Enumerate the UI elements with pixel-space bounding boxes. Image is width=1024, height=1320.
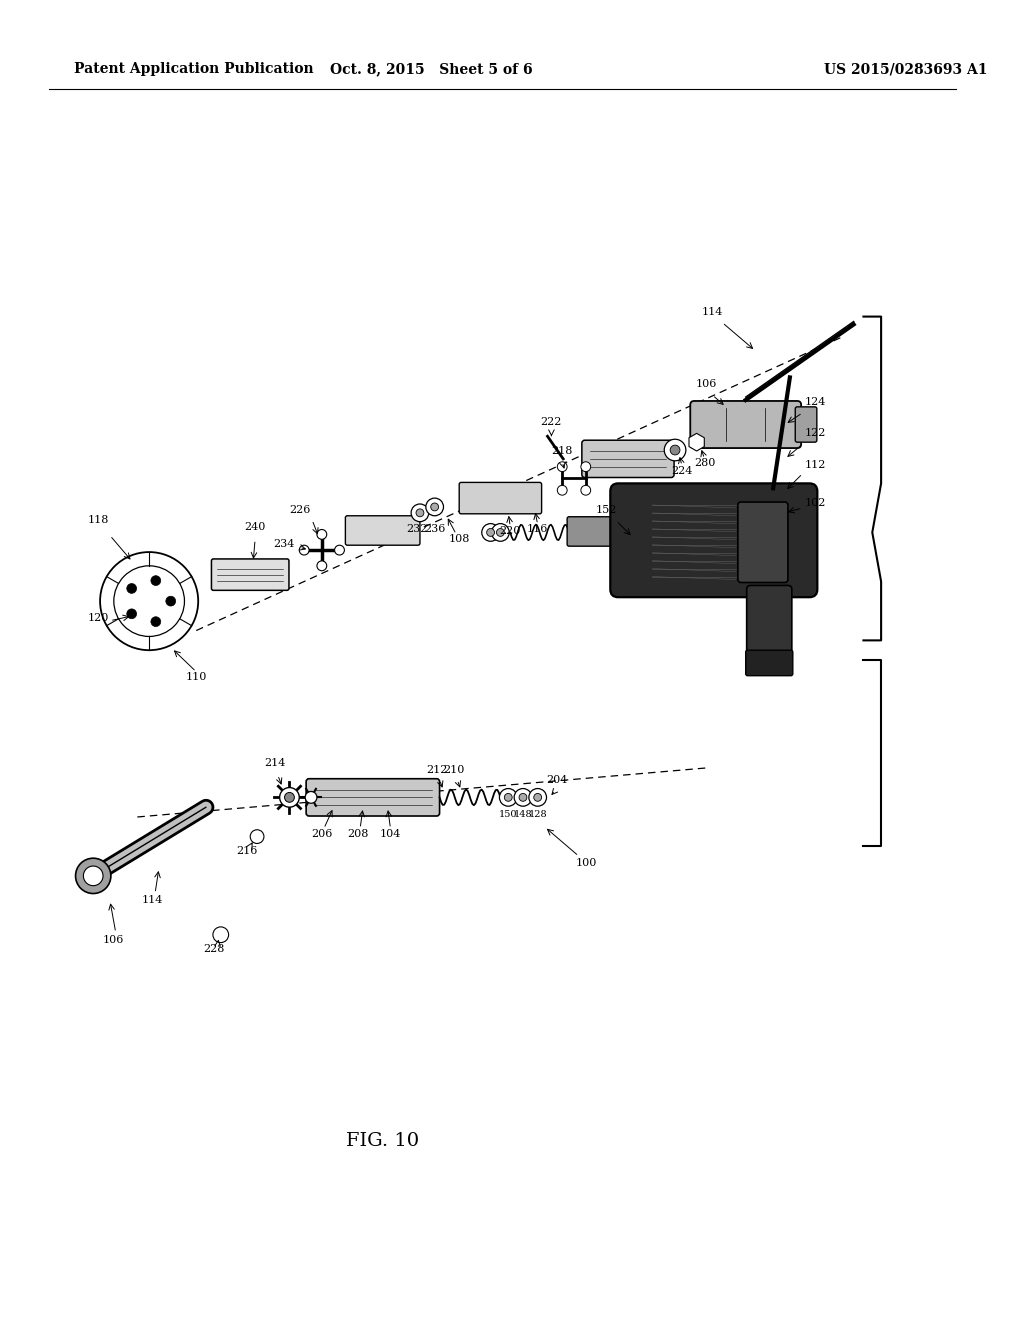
Text: 220: 220 — [500, 527, 521, 536]
Text: 108: 108 — [449, 535, 470, 544]
Circle shape — [151, 576, 161, 586]
Text: 116: 116 — [527, 524, 549, 535]
FancyBboxPatch shape — [582, 440, 674, 478]
FancyBboxPatch shape — [745, 651, 793, 676]
Text: 214: 214 — [264, 758, 286, 768]
Text: 224: 224 — [672, 466, 692, 475]
Circle shape — [670, 445, 680, 455]
Text: 228: 228 — [203, 944, 224, 954]
Text: Oct. 8, 2015   Sheet 5 of 6: Oct. 8, 2015 Sheet 5 of 6 — [331, 62, 534, 77]
Circle shape — [83, 866, 103, 886]
FancyBboxPatch shape — [610, 483, 817, 597]
Text: 210: 210 — [443, 764, 465, 775]
Circle shape — [665, 440, 686, 461]
Text: 150: 150 — [499, 810, 517, 818]
Circle shape — [76, 858, 111, 894]
Text: 208: 208 — [347, 829, 369, 838]
FancyBboxPatch shape — [746, 586, 792, 661]
Circle shape — [557, 462, 567, 471]
Circle shape — [497, 528, 505, 536]
Text: 234: 234 — [273, 539, 294, 549]
Text: 128: 128 — [528, 810, 547, 818]
Text: 222: 222 — [541, 417, 562, 426]
Text: 110: 110 — [185, 672, 207, 681]
Text: 204: 204 — [547, 775, 568, 784]
FancyBboxPatch shape — [345, 516, 420, 545]
Circle shape — [492, 524, 509, 541]
Text: 152: 152 — [596, 504, 617, 515]
Circle shape — [411, 504, 429, 521]
Text: 104: 104 — [380, 829, 401, 838]
Circle shape — [299, 545, 309, 554]
Text: US 2015/0283693 A1: US 2015/0283693 A1 — [824, 62, 988, 77]
Text: 212: 212 — [426, 764, 447, 775]
Circle shape — [305, 792, 316, 804]
FancyBboxPatch shape — [796, 407, 817, 442]
Circle shape — [280, 788, 299, 807]
Circle shape — [514, 788, 531, 807]
FancyBboxPatch shape — [690, 401, 801, 447]
Circle shape — [486, 528, 495, 536]
Circle shape — [416, 510, 424, 516]
Circle shape — [213, 927, 228, 942]
Text: 240: 240 — [245, 523, 266, 532]
Text: 280: 280 — [694, 458, 715, 467]
Circle shape — [519, 793, 527, 801]
Circle shape — [316, 529, 327, 540]
Text: 206: 206 — [311, 829, 333, 838]
FancyBboxPatch shape — [211, 558, 289, 590]
Circle shape — [335, 545, 344, 554]
Text: 232: 232 — [407, 524, 428, 535]
Text: 114: 114 — [701, 306, 723, 317]
FancyBboxPatch shape — [306, 779, 439, 816]
Text: FIG. 10: FIG. 10 — [346, 1131, 419, 1150]
Text: 106: 106 — [102, 935, 124, 945]
Text: 118: 118 — [87, 515, 109, 524]
Circle shape — [581, 486, 591, 495]
Text: 114: 114 — [141, 895, 163, 906]
Circle shape — [127, 609, 136, 619]
Text: 112: 112 — [805, 459, 826, 470]
FancyBboxPatch shape — [738, 502, 787, 582]
Text: 148: 148 — [514, 810, 532, 818]
Circle shape — [581, 462, 591, 471]
Circle shape — [481, 524, 500, 541]
Circle shape — [151, 616, 161, 627]
Text: Patent Application Publication: Patent Application Publication — [74, 62, 313, 77]
Circle shape — [127, 583, 136, 594]
FancyBboxPatch shape — [459, 482, 542, 513]
Circle shape — [166, 597, 176, 606]
Text: 120: 120 — [87, 612, 109, 623]
Text: 226: 226 — [290, 504, 311, 515]
Circle shape — [285, 792, 294, 803]
Circle shape — [534, 793, 542, 801]
Text: 100: 100 — [577, 858, 597, 869]
Circle shape — [528, 788, 547, 807]
Circle shape — [557, 486, 567, 495]
Text: 124: 124 — [805, 397, 826, 407]
Circle shape — [316, 561, 327, 570]
Circle shape — [426, 498, 443, 516]
Circle shape — [505, 793, 512, 801]
Text: 216: 216 — [237, 846, 258, 857]
Text: 218: 218 — [552, 446, 572, 455]
Text: 122: 122 — [805, 428, 826, 438]
Text: 106: 106 — [695, 379, 717, 389]
Circle shape — [250, 830, 264, 843]
Text: 102: 102 — [805, 498, 826, 508]
Text: 236: 236 — [424, 524, 445, 535]
Circle shape — [500, 788, 517, 807]
Circle shape — [431, 503, 438, 511]
FancyBboxPatch shape — [567, 516, 621, 546]
